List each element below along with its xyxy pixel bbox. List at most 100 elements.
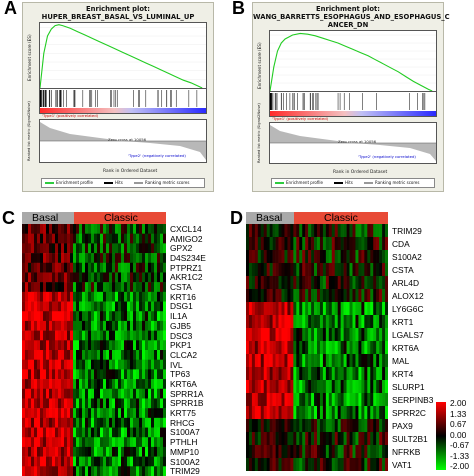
heatmap-cell: [91, 330, 95, 341]
heatmap-cell: [284, 393, 288, 407]
heatmap-cell: [343, 458, 347, 471]
heatmap-cell: [251, 263, 256, 277]
heatmap-cell: [43, 466, 47, 476]
heatmap-cell: [112, 417, 116, 428]
heatmap-cell: [358, 276, 362, 290]
heatmap-cell: [52, 243, 56, 254]
es-curve-b: [269, 32, 436, 92]
heatmap-cell: [308, 432, 312, 446]
heatmap-cell: [88, 272, 92, 283]
heatmap-cell: [160, 398, 164, 409]
heatmap-cell: [358, 237, 362, 251]
heatmap-cell: [370, 250, 374, 264]
heatmap-cell: [94, 437, 98, 448]
heatmap-cell: [334, 354, 339, 368]
heatmap-cell: [133, 388, 137, 399]
heatmap-cell: [151, 224, 155, 234]
heatmap-cell: [58, 233, 62, 244]
heatmap-cell: [145, 350, 149, 360]
heatmap-cell: [76, 301, 80, 312]
heatmap-cell: [37, 437, 41, 448]
heatmap-cell: [94, 320, 98, 331]
heatmap-cell: [317, 289, 321, 303]
heatmap-cell: [142, 466, 146, 476]
heatmap-cell: [272, 354, 276, 368]
heatmap-cell: [139, 456, 143, 467]
heatmap-cell: [115, 379, 119, 390]
heatmap-cell: [79, 340, 83, 351]
heatmap-cell: [61, 320, 65, 331]
heatmap-cell: [109, 320, 113, 331]
heatmap-cell: [103, 311, 107, 322]
heatmap-cell: [364, 445, 368, 459]
heatmap-cell: [373, 328, 377, 342]
heatmap-cell: [37, 350, 41, 360]
gene-label: PTPRZ1: [170, 262, 203, 273]
heatmap-cell: [22, 272, 26, 283]
heatmap-cell: [130, 330, 134, 341]
heatmap-cell: [109, 359, 113, 370]
heatmap-cell: [136, 398, 140, 409]
heatmap-cell: [76, 233, 80, 244]
heatmap-cell: [142, 233, 146, 244]
heatmap-cell: [43, 359, 47, 370]
gene-label: PTHLH: [170, 437, 198, 448]
heatmap-cell: [64, 456, 68, 467]
heatmap-cell: [361, 341, 365, 355]
heatmap-cell: [370, 380, 374, 394]
heatmap-cell: [246, 224, 250, 238]
heatmap-cell: [266, 341, 270, 355]
heatmap-cell: [154, 330, 158, 341]
heatmap-cell: [373, 315, 377, 329]
heatmap-cell: [115, 224, 119, 234]
heatmap-cell: [299, 380, 303, 394]
heatmap-cell: [269, 263, 273, 277]
heatmap-cell: [25, 291, 29, 302]
heatmap-cell: [79, 359, 83, 370]
heatmap-cell: [58, 408, 62, 419]
heatmap-cell: [352, 354, 356, 368]
heatmap-cell: [124, 359, 128, 370]
heatmap-cell: [121, 311, 125, 322]
heatmap-cell: [319, 367, 324, 381]
heatmap-cell: [163, 398, 166, 409]
heatmap-cell: [263, 458, 268, 471]
heatmap-cell: [248, 341, 253, 355]
heatmap-cell: [148, 456, 152, 467]
heatmap-cell: [358, 393, 362, 407]
heatmap-cell: [154, 301, 158, 312]
heatmap-cell: [100, 291, 104, 302]
heatmap-cell: [151, 330, 155, 341]
heatmap-cell: [61, 311, 65, 322]
heatmap-cell: [124, 417, 128, 428]
heatmap-cell: [287, 341, 291, 355]
gene-label: KRT16: [170, 291, 196, 302]
heatmap-cell: [79, 408, 83, 419]
heatmap-cell: [28, 243, 32, 254]
heatmap-cell: [145, 388, 149, 399]
heatmap-cell: [246, 302, 250, 316]
heatmap-cell: [322, 354, 327, 368]
heatmap-cell: [58, 398, 62, 409]
heatmap-cell: [130, 243, 134, 254]
heatmap-cell: [287, 432, 291, 446]
heatmap-cell: [311, 406, 315, 420]
heatmap-cell: [40, 272, 44, 283]
heatmap-cell: [79, 243, 83, 254]
heatmap-cell: [40, 437, 44, 448]
heatmap-cell: [328, 289, 333, 303]
heatmap-cell: [55, 388, 59, 399]
heatmap-cell: [55, 272, 59, 283]
heatmap-cell: [61, 224, 65, 234]
heatmap-cell: [49, 446, 53, 457]
heatmap-cell: [317, 393, 321, 407]
heatmap-cell: [358, 328, 362, 342]
heatmap-cell: [136, 253, 140, 264]
heatmap-cell: [311, 263, 315, 277]
heatmap-cell: [355, 419, 359, 433]
heatmap-cell: [254, 341, 259, 355]
heatmap-cell: [130, 388, 134, 399]
heatmap-cell: [43, 437, 47, 448]
heatmap-cell: [25, 253, 29, 264]
heatmap-cell: [25, 301, 29, 312]
